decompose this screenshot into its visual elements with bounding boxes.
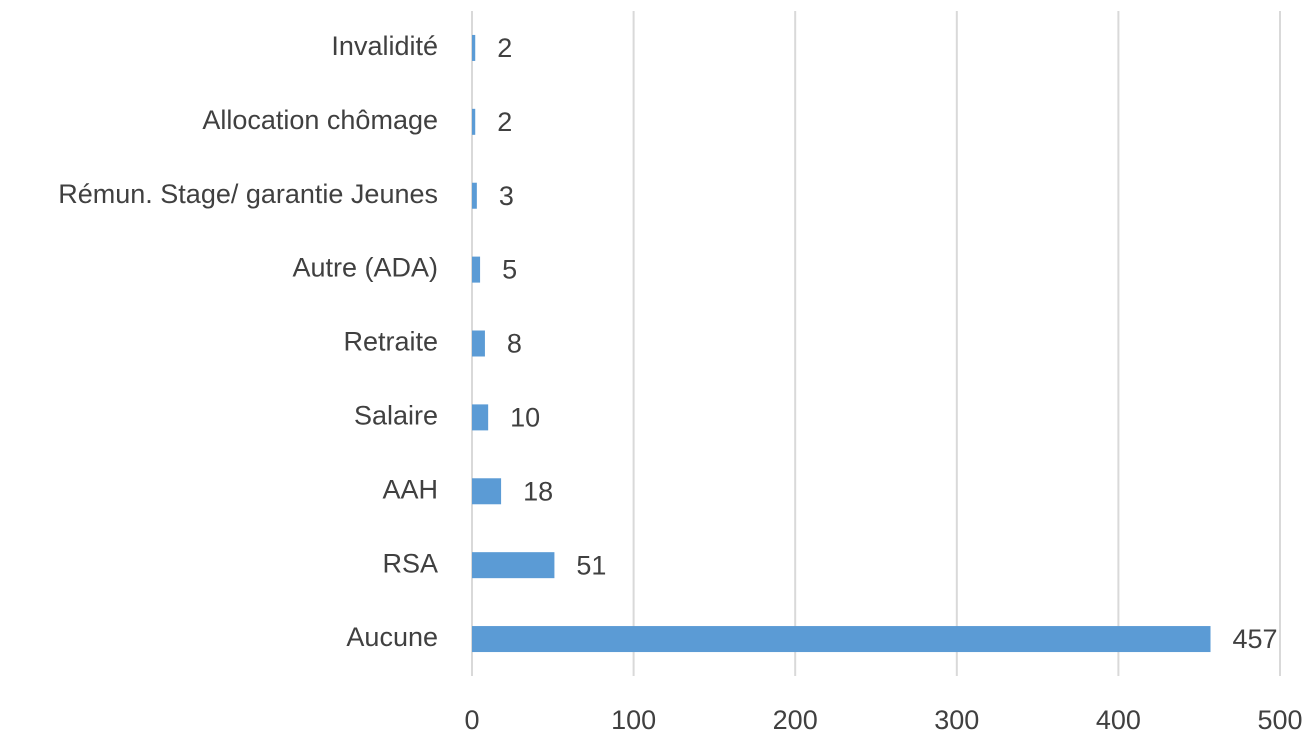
y-tick-label: Retraite [343, 327, 438, 357]
data-label: 10 [510, 403, 540, 433]
data-label: 3 [499, 181, 514, 211]
y-tick-label: Invalidité [331, 31, 438, 61]
y-tick-label: Autre (ADA) [292, 253, 438, 283]
bar [472, 34, 476, 61]
x-tick-label: 400 [1096, 705, 1141, 735]
bar [472, 108, 476, 135]
data-label: 457 [1233, 624, 1278, 654]
y-tick-label: Salaire [354, 401, 438, 431]
bar [472, 552, 555, 579]
data-label: 51 [576, 550, 606, 580]
data-label: 18 [523, 476, 553, 506]
bar [472, 478, 502, 505]
x-tick-label: 500 [1257, 705, 1302, 735]
data-label: 8 [507, 329, 522, 359]
x-tick-label: 200 [773, 705, 818, 735]
bar [472, 182, 477, 209]
x-tick-label: 300 [934, 705, 979, 735]
y-tick-label: Aucune [346, 622, 438, 652]
bar [472, 626, 1211, 653]
bar [472, 330, 485, 357]
data-label: 2 [497, 107, 512, 137]
y-tick-label: AAH [382, 474, 438, 504]
y-tick-label: RSA [382, 548, 438, 578]
x-tick-label: 0 [464, 705, 479, 735]
y-tick-label: Allocation chômage [202, 105, 438, 135]
bar [472, 256, 481, 283]
y-tick-label: Rémun. Stage/ garantie Jeunes [58, 179, 438, 209]
data-label: 5 [502, 255, 517, 285]
x-tick-label: 100 [611, 705, 656, 735]
bar [472, 404, 489, 431]
data-label: 2 [497, 33, 512, 63]
